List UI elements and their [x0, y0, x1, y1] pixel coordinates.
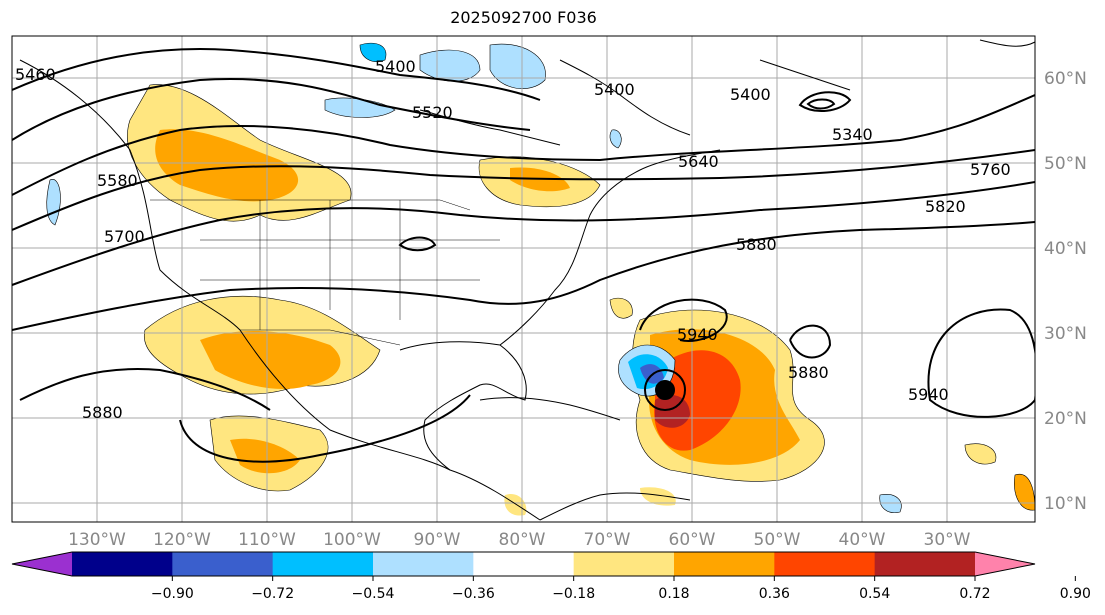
lat-label: 50°N	[1044, 154, 1087, 174]
colorbar-segment	[373, 552, 474, 576]
colorbar-tick-label: −0.36	[452, 586, 495, 602]
colorbar-tick-label: 0.72	[959, 586, 990, 602]
contour-label: 5880	[82, 403, 123, 422]
lon-label: 50°W	[754, 530, 801, 550]
coastlines	[19, 39, 1035, 521]
contour-label: 5580	[97, 171, 138, 190]
colorbar-extend-low	[12, 552, 72, 576]
contour-label: 5940	[908, 385, 949, 404]
colorbar-tick-label: −0.54	[352, 586, 395, 602]
contour-label: 5520	[412, 103, 453, 122]
graticule	[12, 36, 1035, 522]
colorbar-segment	[874, 552, 976, 576]
contour-label: 5820	[925, 197, 966, 216]
contour-label: 5400	[594, 80, 635, 99]
lon-label: 100°W	[323, 530, 381, 550]
latitude-labels: 60°N 50°N 40°N 30°N 20°N 10°N	[1044, 69, 1087, 514]
contour-label: 5460	[15, 65, 56, 84]
shading-positive	[127, 84, 1035, 516]
colorbar-segment	[473, 552, 575, 576]
contour-labels: 5400 5520 5640 5760 5820 5880 5940 5880 …	[15, 57, 1011, 422]
colorbar-tick-label: 0.18	[658, 586, 689, 602]
contour-label: 5340	[832, 125, 873, 144]
lon-label: 40°W	[839, 530, 886, 550]
contour-label: 5400	[730, 85, 771, 104]
contour-label: 5640	[678, 152, 719, 171]
colorbar-tick-label: −0.18	[552, 586, 595, 602]
colorbar-extend-high	[975, 552, 1035, 576]
lat-label: 20°N	[1044, 409, 1087, 429]
map-title: 2025092700 F036	[450, 8, 597, 27]
colorbar-tick-label: 0.90	[1060, 586, 1091, 602]
lat-label: 60°N	[1044, 69, 1087, 89]
contour-label: 5940	[677, 325, 718, 344]
lon-label: 120°W	[153, 530, 211, 550]
colorbar-tick-label: −0.90	[151, 586, 194, 602]
colorbar: −0.90 −0.72 −0.54 −0.36 −0.18 0.18 0.36 0.54 0.7…	[11, 551, 1091, 602]
lat-label: 30°N	[1044, 324, 1087, 344]
colorbar-segment	[774, 552, 876, 576]
colorbar-outline	[11, 551, 1036, 577]
colorbar-segment	[674, 552, 775, 576]
colorbar-tick-label: −0.72	[251, 586, 294, 602]
colorbar-tick-label: 0.36	[759, 586, 790, 602]
contour-label: 5700	[104, 227, 145, 246]
longitude-labels: 130°W 120°W 110°W 100°W 90°W 80°W 70°W 6…	[68, 530, 971, 550]
political-borders	[150, 199, 500, 346]
colorbar-tick-label: 0.54	[859, 586, 890, 602]
colorbar-segment	[172, 552, 274, 576]
contour-label: 5880	[736, 235, 777, 254]
contour-label: 5880	[788, 363, 829, 382]
lon-label: 90°W	[414, 530, 461, 550]
lon-label: 60°W	[669, 530, 716, 550]
colorbar-segment	[72, 552, 173, 576]
lat-label: 40°N	[1044, 239, 1087, 259]
lon-label: 30°W	[924, 530, 971, 550]
contour-label: 5400	[375, 57, 416, 76]
lon-label: 130°W	[68, 530, 126, 550]
colorbar-segment	[272, 552, 374, 576]
contour-label: 5760	[970, 160, 1011, 179]
lat-label: 10°N	[1044, 494, 1087, 514]
colorbar-segment	[573, 552, 675, 576]
lon-label: 70°W	[584, 530, 631, 550]
lon-label: 110°W	[238, 530, 296, 550]
lon-label: 80°W	[499, 530, 546, 550]
height-contours	[12, 48, 1035, 463]
